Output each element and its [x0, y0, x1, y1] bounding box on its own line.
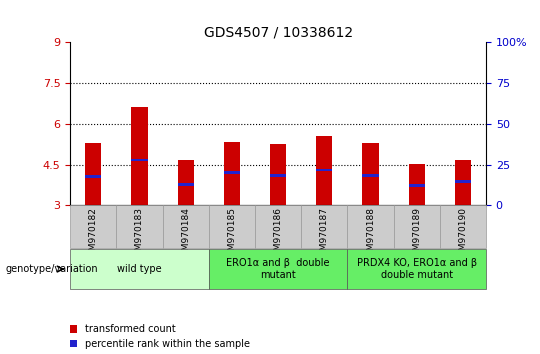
- Legend: transformed count, percentile rank within the sample: transformed count, percentile rank withi…: [70, 324, 250, 349]
- Title: GDS4507 / 10338612: GDS4507 / 10338612: [204, 26, 353, 40]
- Text: GSM970188: GSM970188: [366, 207, 375, 262]
- Bar: [131, 159, 147, 161]
- Bar: [301, 205, 347, 248]
- Bar: [224, 142, 240, 205]
- Bar: [270, 174, 286, 177]
- Bar: [255, 205, 301, 248]
- Bar: [117, 205, 163, 248]
- Bar: [394, 205, 440, 248]
- Bar: [85, 143, 102, 205]
- Text: GSM970184: GSM970184: [181, 207, 190, 262]
- Bar: [409, 164, 425, 205]
- Bar: [224, 171, 240, 174]
- Bar: [409, 184, 425, 187]
- Text: wild type: wild type: [117, 264, 162, 274]
- Bar: [362, 174, 379, 177]
- Bar: [347, 249, 486, 290]
- Bar: [270, 144, 286, 205]
- Text: GSM970182: GSM970182: [89, 207, 98, 262]
- Bar: [362, 143, 379, 205]
- Text: GSM970186: GSM970186: [274, 207, 282, 262]
- Text: GSM970190: GSM970190: [458, 207, 468, 262]
- Bar: [316, 169, 333, 171]
- Bar: [209, 205, 255, 248]
- Bar: [163, 205, 209, 248]
- Bar: [70, 205, 117, 248]
- Text: GSM970183: GSM970183: [135, 207, 144, 262]
- Bar: [178, 183, 194, 185]
- Text: PRDX4 KO, ERO1α and β
double mutant: PRDX4 KO, ERO1α and β double mutant: [356, 258, 477, 280]
- Bar: [455, 180, 471, 183]
- Text: GSM970185: GSM970185: [227, 207, 237, 262]
- Text: genotype/variation: genotype/variation: [5, 264, 98, 274]
- Bar: [70, 249, 209, 290]
- Bar: [85, 176, 102, 178]
- Bar: [131, 107, 147, 205]
- Bar: [178, 160, 194, 205]
- Text: GSM970189: GSM970189: [412, 207, 421, 262]
- Text: ERO1α and β  double
mutant: ERO1α and β double mutant: [226, 258, 330, 280]
- Bar: [347, 205, 394, 248]
- Bar: [209, 249, 347, 290]
- Text: GSM970187: GSM970187: [320, 207, 329, 262]
- Bar: [440, 205, 486, 248]
- Bar: [316, 136, 333, 205]
- Bar: [455, 160, 471, 205]
